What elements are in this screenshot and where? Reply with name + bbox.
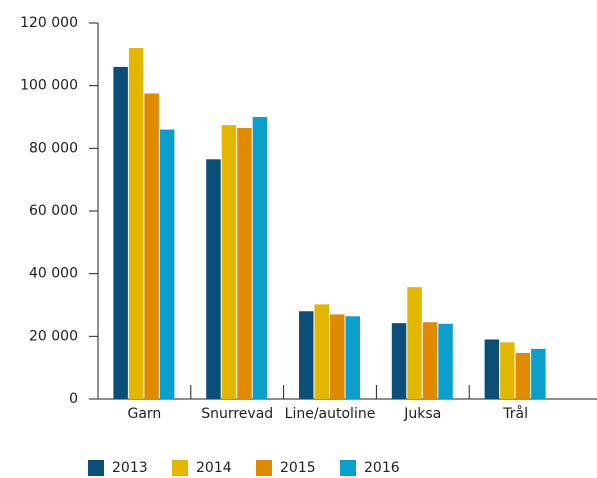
y-tick-label: 60 000: [29, 203, 78, 219]
bar: [438, 323, 453, 399]
legend-swatch: [88, 460, 104, 476]
bar: [391, 323, 407, 399]
x-tick-label: Line/autoline: [285, 406, 376, 422]
y-tick-label: 100 000: [20, 78, 78, 94]
bar: [345, 316, 360, 399]
legend-swatch: [256, 460, 272, 476]
bar: [500, 342, 515, 399]
bar: [299, 311, 314, 399]
bar: [237, 127, 252, 399]
bar: [314, 304, 329, 399]
bar: [206, 159, 221, 399]
bar: [221, 125, 237, 399]
y-tick-label: 120 000: [20, 15, 78, 31]
bar: [144, 93, 159, 399]
bar: [422, 322, 438, 399]
legend-label: 2013: [112, 460, 148, 476]
bar: [515, 352, 531, 399]
x-tick-label: Snurrevad: [201, 406, 273, 422]
legend-swatch: [172, 460, 188, 476]
x-tick-label: Garn: [127, 406, 161, 422]
bar: [407, 287, 422, 399]
x-tick-label: Trål: [502, 405, 528, 422]
y-tick-label: 20 000: [29, 328, 78, 344]
legend-label: 2016: [364, 460, 400, 476]
y-tick-label: 40 000: [29, 266, 78, 282]
legend-label: 2015: [280, 460, 316, 476]
bar: [113, 66, 128, 399]
bar: [330, 314, 345, 399]
bar: [159, 129, 175, 400]
bar: [484, 339, 500, 399]
bar: [531, 348, 546, 399]
bar: [128, 48, 144, 400]
bar: [252, 117, 268, 399]
y-tick-label: 80 000: [29, 140, 78, 156]
legend-label: 2014: [196, 460, 232, 476]
y-tick-label: 0: [69, 391, 78, 407]
legend-swatch: [340, 460, 356, 476]
x-tick-label: Juksa: [403, 406, 441, 422]
